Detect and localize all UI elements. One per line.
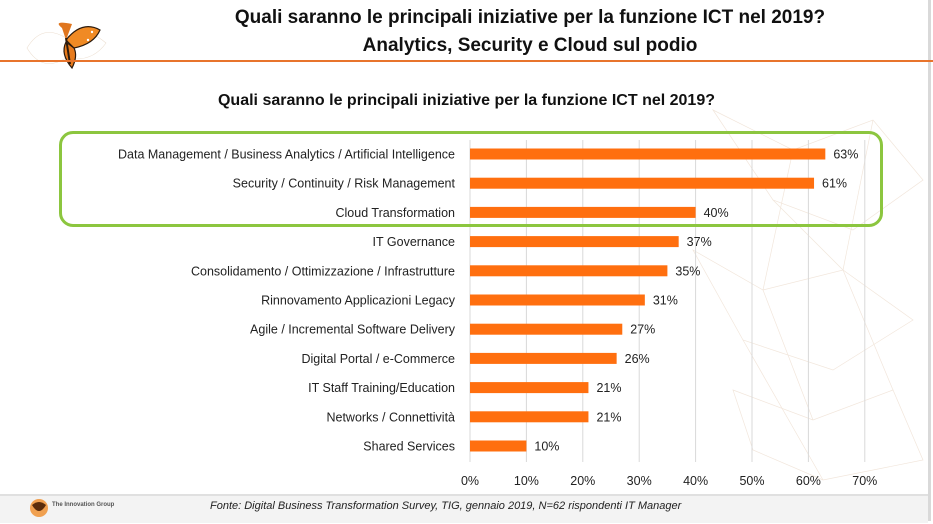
category-label: Security / Continuity / Risk Management (233, 177, 456, 191)
footer-logo-text: The Innovation Group (52, 502, 115, 508)
data-label: 35% (675, 264, 700, 278)
bar (470, 265, 668, 277)
bar (470, 352, 617, 364)
bar (470, 236, 679, 248)
x-tick-label: 40% (683, 474, 708, 488)
top3-highlight-box (59, 131, 883, 227)
bar (470, 177, 815, 189)
footer-bar (0, 494, 928, 523)
bar (470, 294, 645, 306)
bar (470, 411, 589, 423)
category-label: Rinnovamento Applicazioni Legacy (261, 294, 456, 308)
page-title-line1: Quali saranno le principali iniziative p… (234, 7, 826, 28)
data-label: 21% (596, 410, 621, 424)
data-label: 27% (630, 323, 655, 337)
x-tick-label: 70% (852, 474, 877, 488)
bar (470, 323, 623, 335)
category-label: Consolidamento / Ottimizzazione / Infras… (191, 264, 455, 278)
category-label: IT Staff Training/Education (308, 381, 455, 395)
data-label: 40% (704, 206, 729, 220)
bar (470, 382, 589, 394)
chart-title: Quali saranno le principali iniziative p… (217, 92, 715, 109)
category-label: Agile / Incremental Software Delivery (250, 323, 456, 337)
decorative-network-graphic (692, 109, 924, 481)
right-border (928, 0, 931, 521)
data-label: 26% (625, 352, 650, 366)
category-label: Cloud Transformation (335, 206, 455, 220)
page-title-line2: Analytics, Security e Cloud sul podio (362, 35, 698, 56)
category-label: IT Governance (373, 235, 456, 249)
category-label: Digital Portal / e-Commerce (301, 352, 455, 366)
butterfly-logo (22, 18, 110, 80)
bar (470, 440, 527, 452)
x-tick-label: 50% (739, 474, 764, 488)
data-label: 37% (687, 235, 712, 249)
category-label: Networks / Connettività (326, 410, 455, 424)
x-tick-label: 60% (796, 474, 821, 488)
category-label: Data Management / Business Analytics / A… (118, 148, 455, 162)
x-tick-label: 0% (461, 474, 479, 488)
data-label: 61% (822, 177, 847, 191)
header-rule (0, 60, 933, 62)
x-tick-label: 20% (570, 474, 595, 488)
bar (470, 148, 826, 160)
x-tick-label: 30% (627, 474, 652, 488)
data-label: 63% (833, 148, 858, 162)
bar (470, 206, 696, 218)
source-note: Fonte: Digital Business Transformation S… (210, 500, 682, 512)
data-label: 31% (653, 294, 678, 308)
data-label: 21% (596, 381, 621, 395)
category-label: Shared Services (363, 440, 455, 454)
data-label: 10% (534, 440, 559, 454)
x-tick-label: 10% (514, 474, 539, 488)
footer-logo-icon (26, 497, 52, 519)
